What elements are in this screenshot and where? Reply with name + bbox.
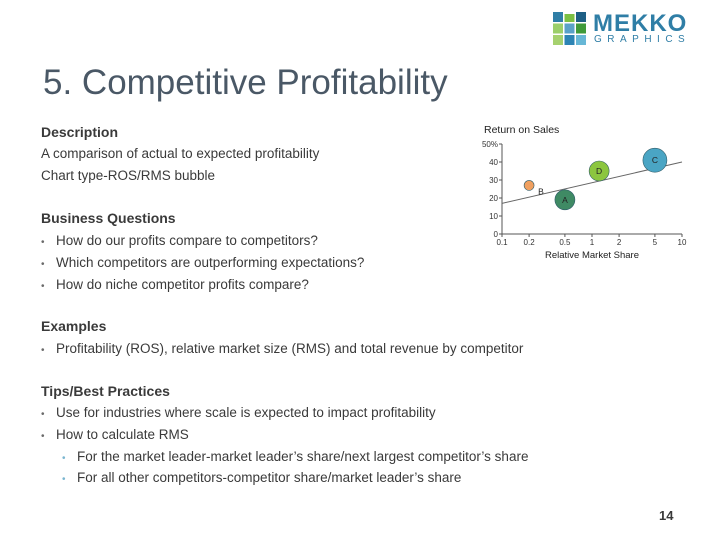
page-number: 14 xyxy=(659,508,674,523)
bubble-b xyxy=(523,180,535,191)
logo-square xyxy=(564,14,575,22)
logo-square xyxy=(564,35,575,45)
x-tick-label: 0.1 xyxy=(496,238,508,247)
x-axis-label: Relative Market Share xyxy=(545,250,639,261)
y-tick-label: 50% xyxy=(482,140,498,149)
bullet-icon: • xyxy=(62,453,66,464)
logo-wordmark: MEKKO xyxy=(593,10,688,37)
logo-square xyxy=(564,23,575,34)
bubble-a xyxy=(554,189,576,211)
list-item-text: How do niche competitor profits compare? xyxy=(56,277,309,292)
list-item: • How to calculate RMS xyxy=(41,427,189,442)
bullet-icon: • xyxy=(62,474,66,485)
list-item-text: How to calculate RMS xyxy=(56,427,189,442)
sub-list-item: • For all other competitors-competitor sh… xyxy=(62,470,461,485)
bullet-icon: • xyxy=(41,259,45,270)
bullet-icon: • xyxy=(41,345,45,356)
bubble-c xyxy=(642,147,668,173)
logo-square xyxy=(553,35,563,45)
bullet-icon: • xyxy=(41,409,45,420)
bubble-label: D xyxy=(596,166,602,176)
logo-subtitle: GRAPHICS xyxy=(594,34,691,45)
bubble-label: C xyxy=(652,155,658,165)
y-tick-label: 20 xyxy=(489,194,498,203)
list-item-text: For all other competitors-competitor sha… xyxy=(77,470,462,485)
mekko-graphics-logo: MEKKO GRAPHICS xyxy=(553,10,703,46)
y-tick-label: 0 xyxy=(494,230,499,239)
description-heading: Description xyxy=(41,124,119,140)
list-item-text: Use for industries where scale is expect… xyxy=(56,405,436,420)
list-item-text: How do our profits compare to competitor… xyxy=(56,233,318,248)
list-item: • How do our profits compare to competito… xyxy=(41,233,318,248)
examples-heading: Examples xyxy=(41,318,107,334)
business-questions-heading: Business Questions xyxy=(41,210,176,226)
y-tick-label: 10 xyxy=(489,212,498,221)
list-item: • Which competitors are outperforming exp… xyxy=(41,255,364,270)
bullet-icon: • xyxy=(41,281,45,292)
logo-square xyxy=(576,23,586,34)
description-line: A comparison of actual to expected profi… xyxy=(41,146,320,161)
list-item: • Profitability (ROS), relative market si… xyxy=(41,341,523,356)
bubble-label: B xyxy=(538,186,544,196)
y-tick-label: 30 xyxy=(489,176,498,185)
x-tick-label: 0.2 xyxy=(524,238,536,247)
logo-square xyxy=(576,12,586,22)
logo-square xyxy=(576,35,586,45)
logo-grid-icon xyxy=(553,12,586,45)
x-tick-label: 10 xyxy=(678,238,687,247)
logo-square xyxy=(553,12,563,22)
x-tick-label: 5 xyxy=(653,238,658,247)
description-line: Chart type-ROS/RMS bubble xyxy=(41,168,216,183)
slide-title: 5. Competitive Profitability xyxy=(43,63,448,102)
sub-list-item: • For the market leader-market leader’s s… xyxy=(62,449,528,464)
list-item: • Use for industries where scale is expec… xyxy=(41,405,436,420)
bullet-icon: • xyxy=(41,237,45,248)
ros-rms-bubble-chart: Return on Sales 0 10 20 30 40 50% 0.1 0.2 0.5 1 2 5 1… xyxy=(482,124,687,261)
x-tick-label: 0.5 xyxy=(559,238,571,247)
x-tick-label: 1 xyxy=(590,238,595,247)
bullet-icon: • xyxy=(41,431,45,442)
logo-square xyxy=(553,23,563,34)
list-item-text: For the market leader-market leader’s sh… xyxy=(77,449,529,464)
bubble-d xyxy=(588,160,610,182)
x-tick-label: 2 xyxy=(617,238,622,247)
list-item: • How do niche competitor profits compare… xyxy=(41,277,309,292)
chart-title: Return on Sales xyxy=(484,124,559,136)
bubble-label: A xyxy=(562,195,568,205)
list-item-text: Which competitors are outperforming expe… xyxy=(56,255,365,270)
tips-heading: Tips/Best Practices xyxy=(41,383,170,399)
y-tick-label: 40 xyxy=(489,158,498,167)
list-item-text: Profitability (ROS), relative market siz… xyxy=(56,341,524,356)
